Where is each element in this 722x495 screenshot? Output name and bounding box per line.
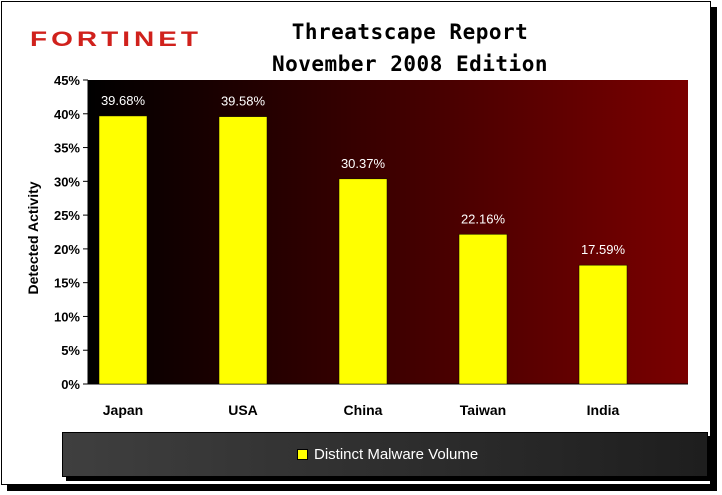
x-tick-label-taiwan: Taiwan <box>460 402 506 418</box>
y-tick-label: 40% <box>54 107 80 122</box>
y-tick-label: 35% <box>54 141 80 156</box>
y-tick-label: 15% <box>54 276 80 291</box>
y-tick-label: 0% <box>61 377 80 392</box>
legend: Distinct Malware Volume <box>62 432 708 477</box>
chart-title-line2: November 2008 Edition <box>271 52 548 76</box>
y-tick-label: 30% <box>54 174 80 189</box>
x-tick-label-usa: USA <box>228 402 258 418</box>
bar-taiwan <box>458 234 508 385</box>
legend-swatch <box>297 449 308 460</box>
y-axis-label: Detected Activity <box>25 181 41 294</box>
y-tick-label: 25% <box>54 208 80 223</box>
y-tick-label: 45% <box>54 73 80 88</box>
x-tick-label-japan: Japan <box>103 402 143 418</box>
bar-usa <box>218 116 268 385</box>
bar-india <box>578 264 628 385</box>
data-label-usa: 39.58% <box>221 94 266 109</box>
bar-chart: 0% 5% 10% 15% 20% 25% 30% 35% 40% 45% 39.68% 39.58… <box>25 73 688 418</box>
bar-china <box>338 178 388 385</box>
x-tick-label-china: China <box>344 402 383 418</box>
y-tick-label: 10% <box>54 309 80 324</box>
y-tick-label: 20% <box>54 242 80 257</box>
data-label-china: 30.37% <box>341 156 386 171</box>
data-label-japan: 39.68% <box>101 93 146 108</box>
legend-label: Distinct Malware Volume <box>314 446 479 463</box>
data-label-taiwan: 22.16% <box>461 211 506 226</box>
fortinet-logo: FORTINET <box>30 28 202 51</box>
bar-japan <box>98 115 148 385</box>
x-tick-label-india: India <box>587 402 620 418</box>
chart-title-line1: Threatscape Report <box>291 20 529 44</box>
y-tick-label: 5% <box>61 343 80 358</box>
fortinet-logo-text: FORTINET <box>30 28 202 51</box>
data-label-india: 17.59% <box>581 242 626 257</box>
